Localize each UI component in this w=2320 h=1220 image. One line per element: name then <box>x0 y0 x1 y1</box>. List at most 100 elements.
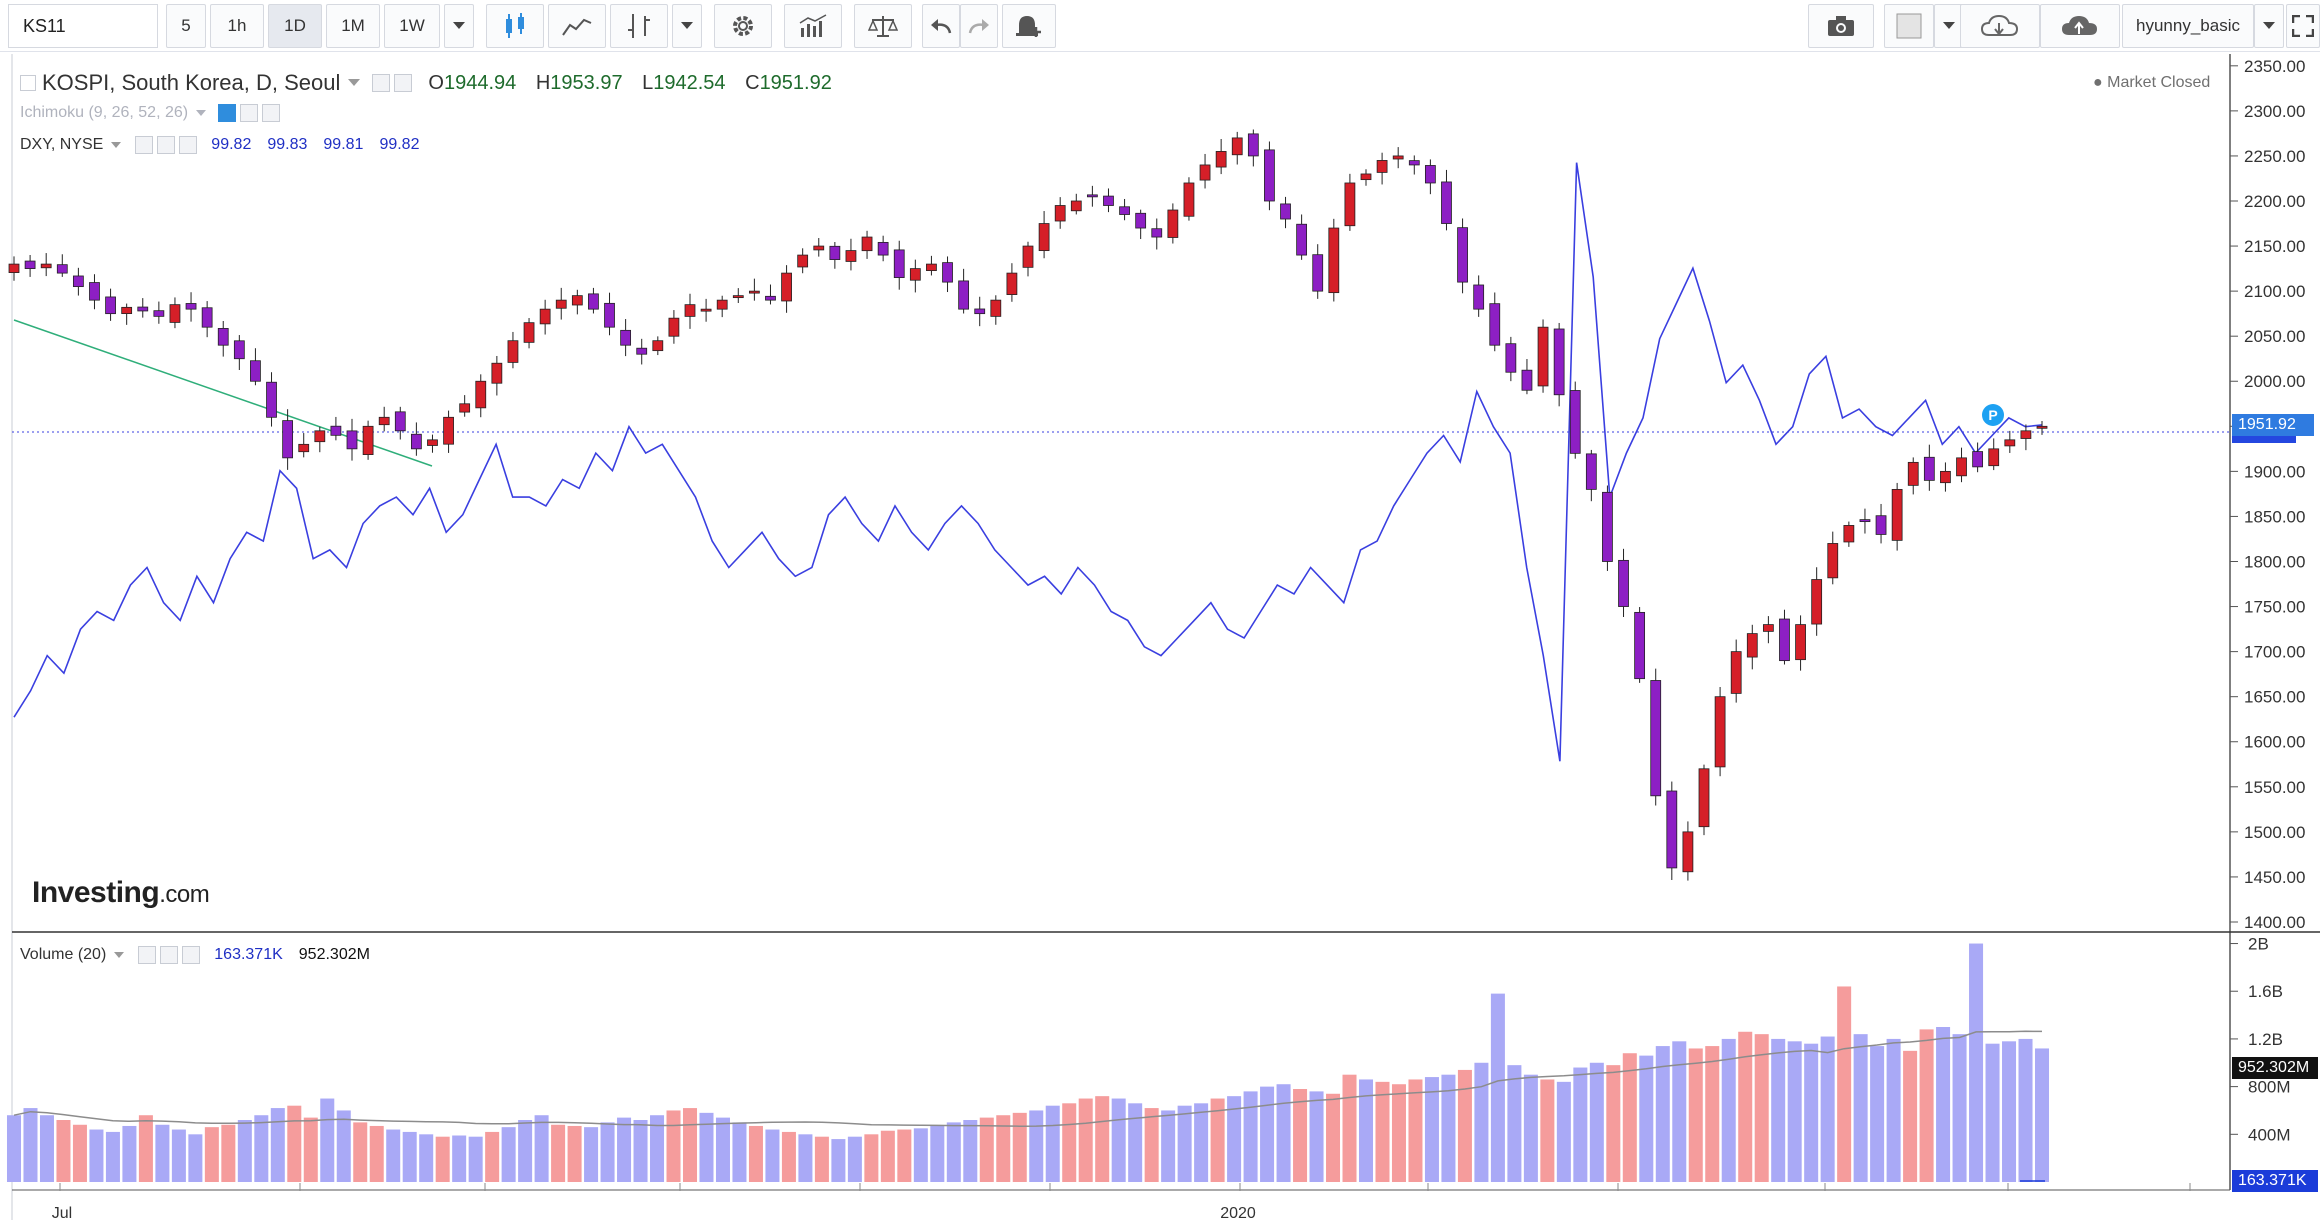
chevron-down-icon[interactable] <box>348 79 361 87</box>
snapshot-button[interactable] <box>1808 4 1874 48</box>
chart-style-dropdown-button[interactable] <box>672 4 702 48</box>
volume-tick-label: 1.2B <box>2248 1030 2283 1049</box>
candle-body <box>1038 223 1050 252</box>
volume-bar <box>1457 1069 1472 1182</box>
ohlc-close-value: 1951.92 <box>759 71 832 94</box>
close-icon[interactable] <box>262 104 281 122</box>
dividend-marker[interactable]: P <box>1982 404 2004 426</box>
volume-bar <box>353 1122 368 1182</box>
redo-button[interactable] <box>960 4 998 48</box>
volume-label: Volume (20) <box>20 946 107 963</box>
chevron-down-icon <box>2263 22 2275 29</box>
cloud-download-icon <box>1980 14 2019 36</box>
price-tick-label: 1800.00 <box>2244 552 2305 571</box>
candle-body <box>1392 155 1404 160</box>
candle-body <box>105 296 116 315</box>
gear-icon[interactable] <box>394 74 413 92</box>
volume-bar <box>1540 1079 1555 1182</box>
bars-icon <box>628 14 650 38</box>
candle-body <box>314 430 326 443</box>
alert-button[interactable] <box>1002 4 1056 48</box>
settings-button[interactable] <box>714 4 772 48</box>
volume-bar <box>1210 1098 1225 1182</box>
volume-bar <box>748 1125 763 1182</box>
candle-body <box>990 299 1002 317</box>
volume-tick-label: 800M <box>2248 1078 2291 1097</box>
volume-bar <box>1903 1050 1918 1182</box>
eye-icon[interactable] <box>135 136 154 154</box>
collapse-legend-button[interactable] <box>20 75 36 91</box>
fullscreen-button[interactable] <box>2286 4 2320 48</box>
interval-1d-button[interactable]: 1D <box>268 4 322 48</box>
layout-dropdown-button[interactable] <box>2254 4 2284 48</box>
candle-body <box>491 362 503 384</box>
trendline-drawing[interactable] <box>13 319 433 467</box>
eye-icon[interactable] <box>372 74 391 92</box>
volume-axis[interactable]: 2B 1.6B 1.2B 800M 400M <box>2230 935 2291 1145</box>
candle-body <box>942 262 953 283</box>
compare-button[interactable] <box>854 4 912 48</box>
candles-style-button[interactable] <box>486 4 544 48</box>
volume-bar <box>1622 1053 1637 1182</box>
candle-body <box>330 425 342 436</box>
volume-bar <box>89 1129 104 1182</box>
interval-1h-button[interactable]: 1h <box>210 4 264 48</box>
chevron-down-icon[interactable] <box>114 951 125 959</box>
volume-bar <box>666 1110 681 1182</box>
time-axis[interactable]: Jul 2020 <box>52 1183 2191 1220</box>
candle-body <box>1103 195 1114 206</box>
volume-bar <box>1606 1065 1621 1182</box>
gear-icon[interactable] <box>160 946 179 964</box>
indicators-button[interactable] <box>784 4 842 48</box>
close-icon[interactable] <box>182 946 201 964</box>
volume-bar <box>1787 1041 1802 1182</box>
candle-body <box>813 245 825 251</box>
candle-body <box>56 264 68 274</box>
volume-bar <box>254 1115 269 1182</box>
candlestick-icon <box>506 13 524 38</box>
color-dropdown-button[interactable] <box>1934 4 1964 48</box>
gear-icon[interactable] <box>157 136 176 154</box>
undo-button[interactable] <box>922 4 960 48</box>
candle-body <box>507 340 519 363</box>
candle-body <box>1135 212 1147 229</box>
gear-icon[interactable] <box>240 104 259 122</box>
save-layout-button[interactable] <box>2040 4 2120 48</box>
price-tick-label: 1500.00 <box>2244 823 2305 842</box>
close-icon[interactable] <box>179 136 198 154</box>
color-picker-button[interactable] <box>1884 4 1934 48</box>
volume-bar <box>1573 1067 1588 1182</box>
price-axis[interactable]: 2350.00 2300.00 2250.00 2200.00 2150.00 2100.… <box>2230 57 2305 932</box>
volume-bar <box>1936 1027 1951 1182</box>
eye-hidden-icon[interactable] <box>218 104 237 122</box>
volume-value: 163.371K <box>214 946 283 963</box>
eye-icon[interactable] <box>138 946 157 964</box>
volume-bar <box>1672 1041 1687 1182</box>
chevron-down-icon[interactable] <box>196 109 207 117</box>
volume-bar <box>1227 1096 1242 1182</box>
symbol-search-input[interactable] <box>8 4 158 48</box>
line-style-button[interactable] <box>548 4 606 48</box>
load-layout-button[interactable] <box>1960 4 2040 48</box>
interval-1w-button[interactable]: 1W <box>384 4 440 48</box>
interval-5-button[interactable]: 5 <box>166 4 206 48</box>
volume-tag: 163.371K <box>2232 1170 2318 1192</box>
candle-body <box>684 304 696 317</box>
volume-bar <box>1589 1062 1604 1182</box>
interval-1m-button[interactable]: 1M <box>326 4 380 48</box>
layout-name-button[interactable]: hyunny_basic <box>2122 4 2254 48</box>
ohlc-values: O1944.94 H1953.97 L1942.54 C1951.92 <box>428 72 845 95</box>
bars-style-button[interactable] <box>610 4 668 48</box>
volume-ma-line <box>13 1030 2043 1127</box>
volume-ma-tag: 952.302M <box>2232 1057 2318 1080</box>
volume-bar <box>1424 1077 1439 1182</box>
dxy-label: DXY, NYSE <box>20 136 104 153</box>
interval-dropdown-button[interactable] <box>444 4 474 48</box>
volume-bar <box>1969 943 1984 1182</box>
volume-bar <box>534 1115 549 1182</box>
dxy-value-2: 99.83 <box>267 136 308 153</box>
volume-bar <box>2018 1038 2033 1182</box>
price-tick-label: 1550.00 <box>2244 778 2305 797</box>
chevron-down-icon[interactable] <box>111 141 122 149</box>
